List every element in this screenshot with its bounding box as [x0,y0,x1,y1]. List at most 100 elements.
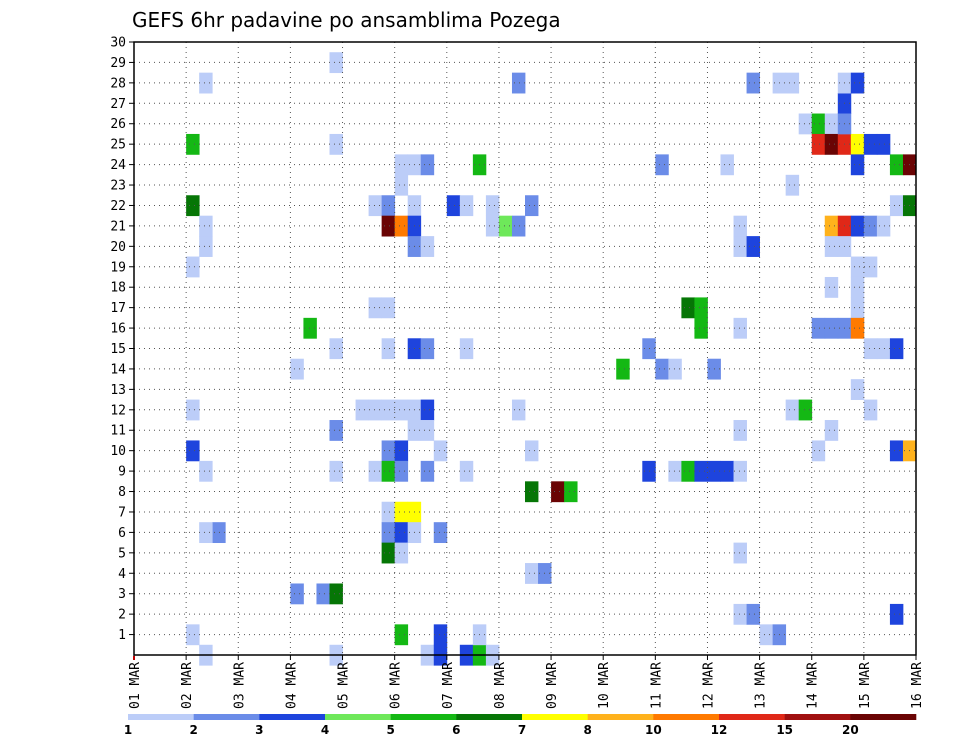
x-tick-label: 16 MAR [910,662,925,709]
x-tick-label: 15 MAR [858,662,873,709]
precip-cell [733,542,747,564]
y-tick-label: 2 [118,608,126,623]
x-tick-label: 10 MAR [597,662,612,709]
precip-cell [199,522,213,544]
y-tick-label: 17 [110,301,126,316]
precip-cell [186,624,200,646]
precip-cell [381,542,396,564]
precip-cell [420,236,435,257]
precip-cell [368,195,383,217]
precip-cell [733,317,747,339]
x-tick-label: 14 MAR [806,662,821,709]
precip-cell [329,52,343,74]
x-axis: 01 MAR 02 MAR 03 MAR 04 MAR 05 MAR 06 MAR 07 M… [128,655,925,709]
precip-cell [785,72,800,94]
precip-cell [303,317,317,339]
precip-cell [850,133,865,155]
precip-cell [459,338,474,360]
precip-cell [824,420,839,441]
precip-cell [186,399,200,421]
y-tick-label: 15 [110,342,126,357]
precip-cell [746,236,760,257]
precip-cell [850,276,865,298]
legend-label: 15 [776,723,793,737]
precip-cell [681,460,695,482]
precip-cell [459,195,474,217]
x-tick-label: 13 MAR [754,662,769,709]
y-tick-label: 25 [110,138,126,153]
precip-cell [394,542,409,564]
precip-cell [759,624,774,646]
precip-cell [824,276,839,298]
precip-cell [433,624,448,646]
precip-cell [394,174,409,196]
precip-cell [498,215,513,237]
y-tick-label: 8 [118,485,126,500]
legend-label: 6 [452,723,460,737]
precip-cell [394,215,409,237]
precip-cell [459,460,474,482]
y-tick-label: 4 [118,567,126,582]
precip-cell [733,420,747,441]
y-tick-label: 24 [110,158,126,173]
x-tick-label: 01 MAR [128,662,143,709]
y-tick-label: 22 [110,199,126,214]
precip-cell [394,154,409,176]
precip-cell [694,460,708,482]
precip-cell [329,420,343,441]
precip-cell [199,215,213,237]
precip-cell [329,133,343,155]
precip-cell [511,399,526,421]
precip-cell [863,133,878,155]
precip-cell [368,297,383,319]
precip-cell [811,440,826,462]
precip-cell [811,133,826,155]
precip-cell [551,481,565,503]
precip-cell [733,215,747,237]
legend-swatch [719,714,785,720]
y-tick-label: 6 [118,526,126,541]
precip-cell [381,440,396,462]
legend-swatch [653,714,720,720]
y-tick-label: 16 [110,322,126,337]
precip-cell [720,154,734,176]
legend-label: 10 [645,723,662,737]
legend-label: 7 [518,723,526,737]
x-tick-label: 07 MAR [441,662,456,709]
precip-cell [733,460,747,482]
precip-cell [329,583,343,605]
precip-cell [525,481,539,503]
precip-cell [746,603,760,625]
x-tick-label: 06 MAR [389,662,404,709]
precip-cell [681,297,695,319]
precip-cell [394,501,409,523]
y-tick-label: 18 [110,281,126,296]
precip-cell [655,154,669,176]
legend-swatch [522,714,588,720]
precip-cell [850,256,865,278]
precip-cell [381,460,396,482]
chart-title: GEFS 6hr padavine po ansamblima Pozega [132,8,561,32]
precip-cell [889,440,904,462]
precip-cell [394,399,409,421]
precip-cell [394,460,409,482]
precip-cell [811,113,826,135]
precip-cell [381,338,396,360]
precip-cell [381,501,396,523]
legend-swatch [325,714,391,720]
legend-label: 5 [386,723,394,737]
precip-cell [199,236,213,257]
legend-swatch [259,714,326,720]
y-tick-label: 29 [110,56,126,71]
precip-cell [485,195,500,217]
precip-cell [446,195,461,217]
precip-cell [824,236,839,257]
y-tick-label: 23 [110,179,126,194]
precip-cell [694,317,708,339]
precip-cell [798,113,813,135]
precip-cells [186,52,917,666]
y-axis: 1234567891011121314151617181920212223242… [110,36,134,643]
precip-cell [420,399,435,421]
precip-cell [889,195,904,217]
